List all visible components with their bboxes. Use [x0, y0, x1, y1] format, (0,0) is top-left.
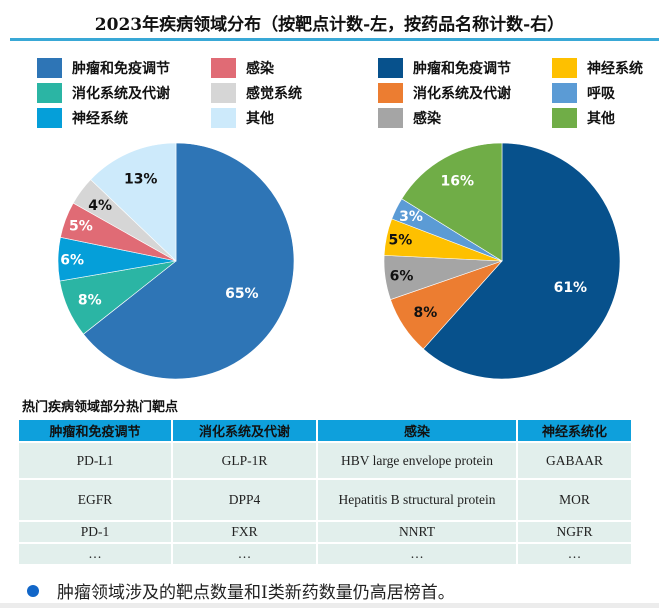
header-infection: 感染	[316, 420, 518, 442]
legend-label: 神经系统	[72, 111, 128, 127]
legend-swatch	[211, 58, 236, 78]
summary-text: 肿瘤领域涉及的靶点数量和I类新药数量仍高居榜首。	[57, 583, 455, 603]
slice-data-label: 61%	[554, 280, 588, 296]
legend-right-chart: 肿瘤和免疫调节 神经系统消化系统及代谢 呼吸感染 其他	[378, 58, 659, 128]
slice-data-label: 8%	[78, 292, 102, 308]
legend-swatch	[552, 58, 577, 78]
legend-swatch	[378, 108, 403, 128]
legend-item: 消化系统及代谢	[378, 83, 538, 103]
header-digestive-metabolism: 消化系统及代谢	[171, 420, 318, 442]
slice-data-label: 6%	[390, 268, 414, 284]
bullet-icon	[27, 584, 39, 597]
table-cell: DPP4	[171, 478, 318, 522]
table-cell: HBV large envelope protein	[316, 441, 518, 480]
table-cell: EGFR	[17, 478, 173, 522]
slice-data-label: 13%	[124, 172, 158, 188]
pie-slice	[90, 142, 177, 262]
title-underline	[10, 38, 659, 41]
legend-left-chart: 肿瘤和免疫调节 感染消化系统及代谢 感觉系统神经系统 其他	[37, 58, 321, 128]
legend-swatch	[378, 83, 403, 103]
table-row: PD-1 FXR NNRT NGFR	[17, 520, 633, 544]
header-nervous-system: 神经系统化	[516, 420, 633, 442]
table-header-row: 肿瘤和免疫调节 消化系统及代谢 感染 神经系统化	[17, 420, 633, 442]
table-row: PD-L1 GLP-1R HBV large envelope protein …	[17, 441, 633, 480]
legend-label: 肿瘤和免疫调节	[413, 61, 511, 77]
slice-data-label: 65%	[225, 286, 259, 302]
legend-swatch	[378, 58, 403, 78]
pie-slice	[422, 142, 621, 380]
table-cell: PD-1	[17, 520, 173, 544]
legend-label: 消化系统及代谢	[413, 86, 511, 102]
legend-item: 感染	[211, 58, 321, 78]
table-cell: GABAAR	[516, 441, 633, 480]
legend-item: 感觉系统	[211, 83, 321, 103]
table-cell: NGFR	[516, 520, 633, 544]
legend-label: 其他	[587, 111, 615, 127]
legend-swatch	[37, 83, 62, 103]
legend-swatch	[37, 58, 62, 78]
table-cell: Hepatitis B structural protein	[316, 478, 518, 522]
legend-label: 消化系统及代谢	[72, 86, 170, 102]
header-oncology-immunology: 肿瘤和免疫调节	[17, 420, 173, 442]
legend-label: 神经系统	[587, 61, 643, 77]
legend-item: 感染	[378, 108, 538, 128]
table-row: … … … …	[17, 542, 633, 566]
slice-data-label: 16%	[440, 174, 474, 190]
table-cell: …	[316, 542, 518, 566]
legend-swatch	[552, 83, 577, 103]
legend-swatch	[211, 108, 236, 128]
legend-swatch	[37, 108, 62, 128]
slice-data-label: 5%	[69, 218, 93, 234]
legend-label: 感觉系统	[246, 86, 302, 102]
table-cell: …	[516, 542, 633, 566]
slice-data-label: 5%	[388, 233, 412, 249]
legend-item: 肿瘤和免疫调节	[37, 58, 197, 78]
legend-item: 呼吸	[552, 83, 659, 103]
hot-targets-table: 肿瘤和免疫调节 消化系统及代谢 感染 神经系统化 PD-L1 GLP-1R HB…	[17, 420, 633, 566]
legend-swatch	[552, 108, 577, 128]
table-cell: NNRT	[316, 520, 518, 544]
legend-label: 感染	[413, 111, 441, 127]
table-cell: MOR	[516, 478, 633, 522]
pie-slice	[82, 142, 295, 380]
legend-swatch	[211, 83, 236, 103]
table-cell: PD-L1	[17, 441, 173, 480]
legend-item: 神经系统	[37, 108, 197, 128]
summary-note: 肿瘤领域涉及的靶点数量和I类新药数量仍高居榜首。	[27, 578, 455, 603]
slice-data-label: 3%	[399, 209, 423, 225]
table-row: EGFR DPP4 Hepatitis B structural protein…	[17, 478, 633, 522]
slice-data-label: 8%	[413, 305, 437, 321]
page-title: 2023年疾病领域分布（按靶点计数-左，按药品名称计数-右）	[94, 15, 565, 35]
pie-slice	[401, 142, 503, 262]
legend-item: 其他	[552, 108, 659, 128]
legend-label: 呼吸	[587, 86, 615, 102]
legend-label: 肿瘤和免疫调节	[72, 61, 170, 77]
table-cell: FXR	[171, 520, 318, 544]
legend-label: 其他	[246, 111, 274, 127]
bottom-divider	[0, 603, 659, 608]
slice-data-label: 4%	[88, 198, 112, 214]
slice-data-label: 6%	[60, 252, 84, 268]
table-title: 热门疾病领域部分热门靶点	[22, 400, 179, 415]
table-cell: GLP-1R	[171, 441, 318, 480]
pie-left: 65% 8% 6% 5% 4% 13%	[57, 142, 295, 380]
table-cell: …	[171, 542, 318, 566]
pie-right: 61% 8% 6% 5% 3% 16%	[383, 142, 621, 380]
table-cell: …	[17, 542, 173, 566]
legend-item: 消化系统及代谢	[37, 83, 197, 103]
legend-item: 其他	[211, 108, 321, 128]
legend-item: 肿瘤和免疫调节	[378, 58, 538, 78]
legend-label: 感染	[246, 61, 274, 77]
legend-item: 神经系统	[552, 58, 659, 78]
